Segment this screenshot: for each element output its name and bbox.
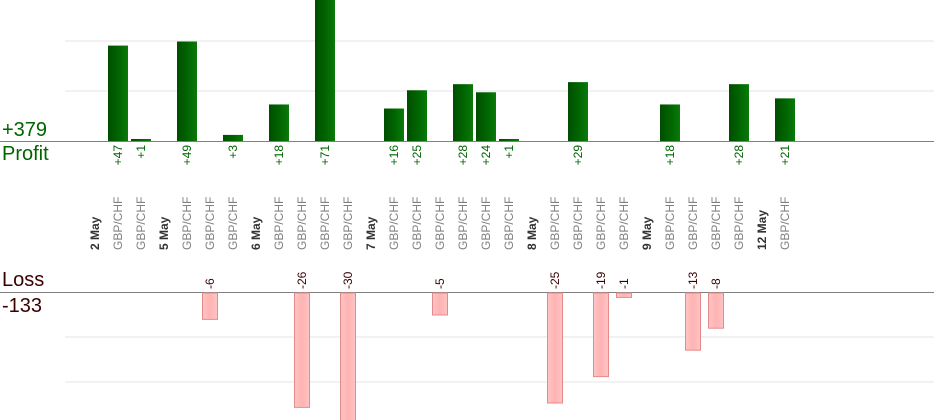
loss-value-label: -1: [617, 278, 631, 289]
profit-value-label: +1: [134, 145, 148, 159]
date-label: 5 May: [157, 216, 171, 250]
loss-bar: [547, 292, 563, 404]
profit-value-label: +71: [318, 145, 332, 166]
loss-value-label: -30: [341, 271, 355, 289]
trade-pair-label: GBP/CHF: [203, 197, 217, 250]
profit-bar: [775, 98, 795, 141]
loss-bar: [294, 292, 310, 408]
trade-pair-label: GBP/CHF: [502, 197, 516, 250]
profit-bar: [568, 82, 588, 141]
trade-pair-label: GBP/CHF: [134, 197, 148, 250]
loss-bar: [432, 292, 448, 316]
trade-pair-label: GBP/CHF: [341, 197, 355, 250]
loss-bar: [202, 292, 218, 320]
trade-pair-label: GBP/CHF: [548, 197, 562, 250]
trade-pair-label: GBP/CHF: [226, 197, 240, 250]
trade-pair-label: GBP/CHF: [709, 197, 723, 250]
trade-pair-label: GBP/CHF: [180, 197, 194, 250]
profit-label: Profit: [2, 143, 49, 165]
profit-value-label: +47: [111, 145, 125, 166]
profit-bar: [315, 0, 335, 142]
loss-bar: [685, 292, 701, 351]
profit-bar: [499, 138, 519, 141]
trade-pair-label: GBP/CHF: [594, 197, 608, 250]
date-label: 7 May: [364, 216, 378, 250]
loss-bar: [616, 292, 632, 298]
loss-value-label: -6: [203, 278, 217, 289]
trade-pair-label: GBP/CHF: [111, 197, 125, 250]
profit-value-label: +18: [272, 145, 286, 166]
loss-value-label: -25: [548, 271, 562, 289]
loss-bar: [340, 292, 356, 420]
profit-bar: [223, 134, 243, 141]
profit-bar: [476, 92, 496, 141]
profit-value-label: +28: [732, 145, 746, 166]
trade-pair-label: GBP/CHF: [318, 197, 332, 250]
loss-value-label: -26: [295, 271, 309, 289]
profit-value-label: +16: [387, 145, 401, 166]
trade-pair-label: GBP/CHF: [778, 197, 792, 250]
profit-bar: [108, 45, 128, 142]
date-label: 12 May: [755, 210, 769, 250]
trade-pair-label: GBP/CHF: [732, 197, 746, 250]
profit-value-label: +3: [226, 145, 240, 159]
date-label: 9 May: [640, 216, 654, 250]
loss-value-label: -13: [686, 271, 700, 289]
profit-bar: [729, 84, 749, 141]
profit-value-label: +24: [479, 145, 493, 166]
loss-value-label: -5: [433, 278, 447, 289]
loss-value-label: -19: [594, 271, 608, 289]
date-label: 8 May: [525, 216, 539, 250]
loss-value-label: -8: [709, 278, 723, 289]
loss-bar: [708, 292, 724, 329]
profit-bar: [177, 41, 197, 141]
loss-bar: [593, 292, 609, 378]
trade-pair-label: GBP/CHF: [272, 197, 286, 250]
trade-pair-label: GBP/CHF: [433, 197, 447, 250]
loss-total: -133: [2, 295, 43, 317]
profit-bar: [660, 104, 680, 141]
trade-pair-label: GBP/CHF: [617, 197, 631, 250]
date-label: 6 May: [249, 216, 263, 250]
profit-bar: [384, 108, 404, 141]
profit-bar: [453, 84, 473, 141]
trade-pair-label: GBP/CHF: [387, 197, 401, 250]
trade-pair-label: GBP/CHF: [663, 197, 677, 250]
trade-pair-label: GBP/CHF: [295, 197, 309, 250]
trade-pair-label: GBP/CHF: [456, 197, 470, 250]
trade-pair-label: GBP/CHF: [571, 197, 585, 250]
loss-label: Loss: [2, 269, 45, 291]
profit-value-label: +1: [502, 145, 516, 159]
profit-value-label: +25: [410, 145, 424, 166]
profit-value-label: +21: [778, 145, 792, 166]
trade-pair-label: GBP/CHF: [479, 197, 493, 250]
profit-bar: [131, 138, 151, 141]
trade-pair-label: GBP/CHF: [686, 197, 700, 250]
date-label: 2 May: [88, 216, 102, 250]
profit-bar: [269, 104, 289, 141]
profit-value-label: +49: [180, 145, 194, 166]
trade-pair-label: GBP/CHF: [410, 197, 424, 250]
profit-value-label: +29: [571, 145, 585, 166]
profit-value-label: +18: [663, 145, 677, 166]
profit-value-label: +28: [456, 145, 470, 166]
profit-total: +379: [2, 119, 48, 141]
profit-bar: [407, 90, 427, 141]
